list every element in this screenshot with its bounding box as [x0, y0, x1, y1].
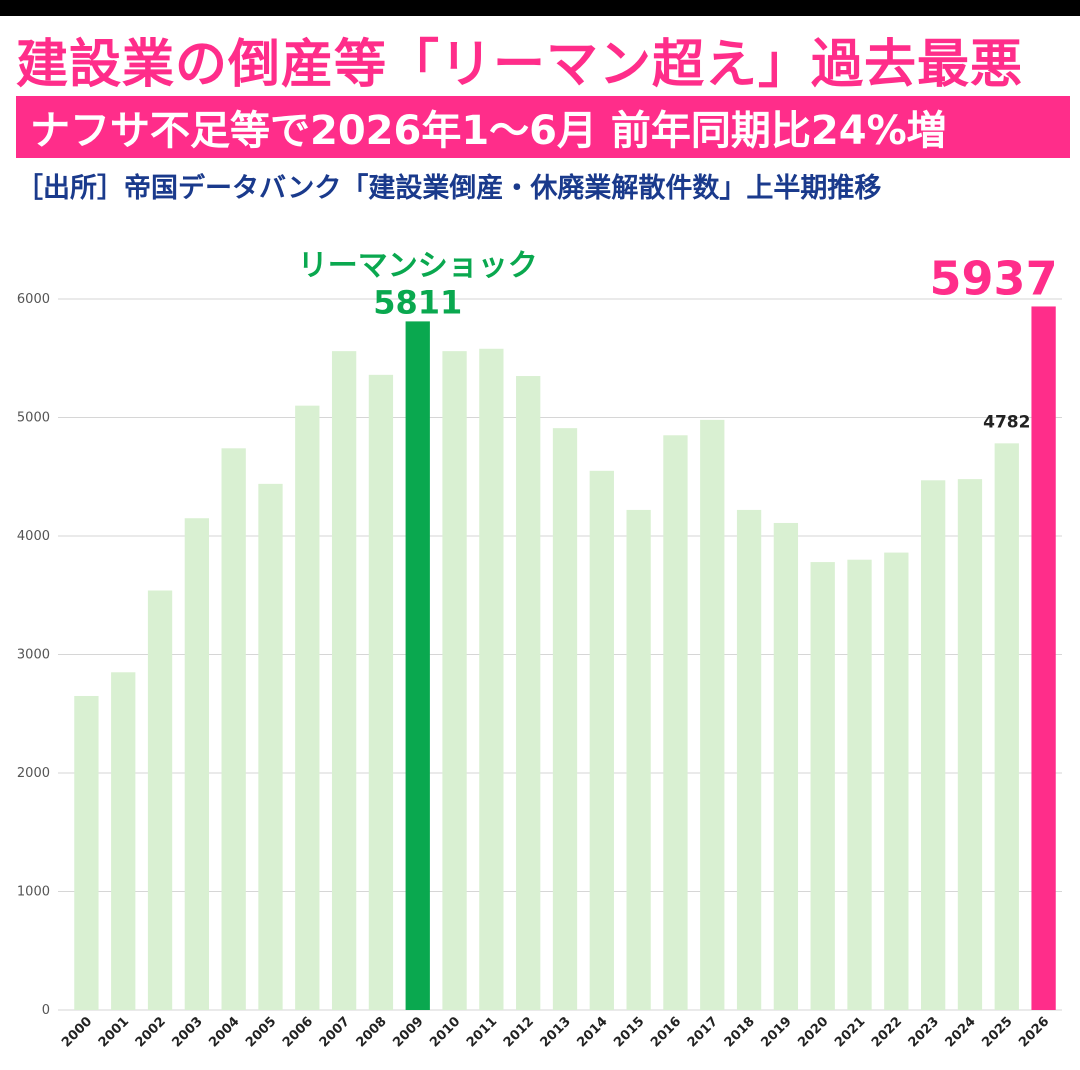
x-tick-label: 2011	[464, 1014, 500, 1050]
bar-2025	[994, 443, 1019, 1010]
bar-2021	[847, 559, 872, 1010]
y-tick-label: 0	[42, 1003, 50, 1018]
y-tick-label: 5000	[17, 411, 50, 426]
bar-2015	[626, 509, 651, 1010]
x-tick-label: 2018	[722, 1014, 758, 1050]
headline: 建設業の倒産等「リーマン超え」過去最悪	[16, 35, 1024, 95]
bar-2023	[920, 480, 946, 1010]
bar-2004	[221, 448, 246, 1010]
x-tick-label: 2002	[133, 1014, 169, 1050]
x-tick-label: 2001	[96, 1014, 132, 1050]
bar-2001	[111, 672, 136, 1010]
subtitle-banner: ナフサ不足等で2026年1～6月 前年同期比24%増	[16, 96, 1070, 158]
value-label-2025: 4782	[983, 412, 1030, 432]
x-tick-label: 2006	[280, 1014, 316, 1050]
x-tick-label: 2012	[501, 1014, 537, 1050]
x-tick-label: 2021	[832, 1014, 868, 1050]
x-tick-label: 2019	[759, 1014, 795, 1050]
bar-2016	[663, 435, 688, 1010]
top-bar	[0, 0, 1080, 16]
y-tick-label: 6000	[17, 292, 50, 307]
y-tick-label: 4000	[17, 529, 50, 544]
bar-2013	[552, 428, 578, 1010]
bar-2000	[74, 695, 99, 1010]
bar-2006	[295, 405, 320, 1010]
bar-2011	[479, 348, 504, 1010]
subtitle-banner-text: ナフサ不足等で2026年1～6月 前年同期比24%増	[30, 108, 947, 154]
bar-2012	[516, 376, 541, 1010]
bar-2024	[957, 479, 983, 1010]
bar-2002	[147, 590, 173, 1010]
x-tick-label: 2026	[1016, 1014, 1052, 1050]
x-tick-label: 2009	[390, 1014, 426, 1050]
bar-2010	[442, 351, 467, 1010]
bar-2014	[589, 470, 614, 1010]
x-tick-label: 2025	[979, 1014, 1015, 1050]
bar-2003	[184, 518, 210, 1010]
x-tick-label: 2017	[685, 1014, 721, 1050]
bar-2009	[405, 321, 430, 1010]
value-label-2009: 5811	[373, 283, 462, 321]
source-note: ［出所］帝国データバンク「建設業倒産・休廃業解散件数」上半期推移	[16, 173, 882, 204]
x-tick-label: 2000	[59, 1014, 95, 1050]
x-tick-label: 2005	[243, 1014, 279, 1050]
bar-2020	[810, 562, 835, 1010]
bar-2005	[258, 483, 283, 1010]
x-tick-label: 2003	[169, 1014, 205, 1050]
bar-2026	[1031, 306, 1056, 1010]
bar-2007	[331, 351, 357, 1010]
x-tick-label: 2024	[943, 1014, 979, 1050]
bar-2018	[736, 509, 762, 1010]
x-tick-label: 2016	[648, 1014, 684, 1050]
x-tick-label: 2020	[795, 1014, 831, 1050]
y-tick-label: 3000	[17, 648, 50, 663]
x-tick-label: 2004	[206, 1014, 242, 1050]
x-tick-label: 2013	[538, 1014, 574, 1050]
bar-2008	[368, 374, 394, 1011]
x-tick-label: 2007	[317, 1014, 353, 1050]
y-tick-label: 1000	[17, 885, 50, 900]
x-tick-label: 2022	[869, 1014, 905, 1050]
value-label-2026: 5937	[930, 251, 1058, 305]
x-tick-label: 2008	[354, 1014, 390, 1050]
x-tick-label: 2023	[906, 1014, 942, 1050]
bar-2019	[773, 522, 799, 1010]
y-tick-label: 2000	[17, 766, 50, 781]
x-tick-label: 2014	[574, 1014, 610, 1050]
bar-2017	[700, 419, 725, 1010]
x-tick-label: 2015	[611, 1014, 647, 1050]
annotation-label-lehman-shock: リーマンショック	[298, 248, 538, 283]
x-tick-label: 2010	[427, 1014, 463, 1050]
bar-2022	[884, 552, 909, 1010]
